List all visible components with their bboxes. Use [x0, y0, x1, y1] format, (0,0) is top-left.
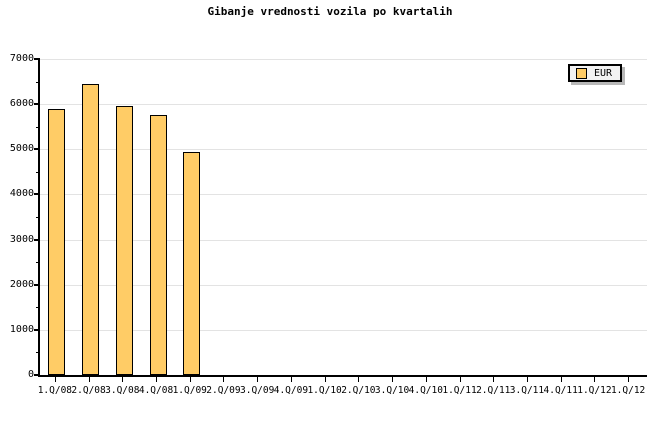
x-axis-tick-label: 2.Q/08 [71, 385, 106, 396]
x-tick [527, 377, 528, 382]
y-axis-tick-label: 2000 [9, 278, 34, 290]
gridline [40, 330, 647, 331]
chart-legend[interactable]: EUR [568, 64, 623, 82]
y-axis-tick-label: 3000 [9, 233, 34, 245]
x-axis-tick-label: 4.Q/10 [408, 385, 443, 396]
y-tick-major [34, 148, 40, 150]
bar [82, 83, 100, 375]
x-axis-tick-label: 3.Q/09 [240, 385, 275, 396]
y-tick-major [34, 103, 40, 105]
x-tick [426, 377, 427, 382]
y-axis-tick-label: 0 [27, 369, 34, 380]
x-tick [190, 377, 191, 382]
y-tick-major [34, 239, 40, 241]
x-axis-tick-label: 4.Q/09 [273, 385, 309, 396]
x-axis-tick-label: 3.Q/11 [509, 385, 545, 396]
gridline [40, 149, 647, 150]
y-axis-tick-label: 4000 [9, 188, 34, 200]
x-tick [628, 377, 629, 382]
y-tick-major [34, 329, 40, 331]
legend-swatch-icon [576, 67, 587, 79]
y-tick-major [34, 58, 40, 60]
x-tick [594, 377, 595, 382]
x-axis-tick-label: 4.Q/11 [543, 385, 578, 396]
x-axis-ticks [38, 377, 645, 383]
y-axis-labels: 0 1000 2000 3000 4000 5000 6000 7000 [0, 0, 34, 440]
gridline [40, 59, 647, 60]
x-tick [291, 377, 292, 382]
gridline [40, 285, 647, 286]
y-tick-minor [36, 352, 40, 353]
y-axis-tick-label: 5000 [9, 143, 34, 155]
legend-entry-label: EUR [594, 67, 613, 79]
x-axis-tick-label: 2.Q/11 [476, 385, 511, 396]
x-tick [156, 377, 157, 382]
x-tick [358, 377, 359, 382]
x-tick [561, 377, 562, 382]
x-axis-tick-label: 3.Q/08 [105, 385, 140, 396]
x-tick [460, 377, 461, 382]
x-axis-tick-label: 1.Q/12 [577, 385, 612, 396]
y-axis-tick-label: 1000 [9, 323, 34, 335]
plot-area [34, 58, 647, 377]
x-axis-tick-label: 1.Q/10 [307, 385, 342, 396]
x-axis-tick-label: 1.Q/09 [172, 385, 207, 396]
x-tick [257, 377, 258, 382]
y-tick-minor [36, 307, 40, 308]
x-tick [493, 377, 494, 382]
x-axis-tick-label: 2.Q/09 [206, 385, 241, 396]
y-tick-major [34, 284, 40, 286]
bar [183, 151, 201, 375]
y-tick-minor [36, 82, 40, 83]
y-tick-minor [36, 262, 40, 263]
x-axis-tick-label: 1.Q/12 [610, 385, 646, 396]
chart-title: Gibanje vrednosti vozila po kvartalih [207, 5, 453, 18]
x-axis-tick-label: 2.Q/10 [341, 385, 376, 396]
y-tick-minor [36, 217, 40, 218]
gridline [40, 240, 647, 241]
y-tick-minor [36, 172, 40, 173]
y-axis-tick-label: 7000 [9, 53, 34, 64]
x-axis-tick-label: 1.Q/08 [37, 385, 73, 396]
y-axis-tick-label: 6000 [9, 98, 34, 110]
x-tick [325, 377, 326, 382]
bar [149, 114, 167, 375]
bar [115, 106, 133, 375]
y-tick-minor [36, 127, 40, 128]
bar [48, 109, 66, 375]
x-tick [392, 377, 393, 382]
x-tick [55, 377, 56, 382]
x-tick [223, 377, 224, 382]
x-axis-tick-label: 3.Q/10 [374, 385, 410, 396]
x-axis-tick-label: 4.Q/08 [138, 385, 174, 396]
x-tick [89, 377, 90, 382]
gridline [40, 194, 647, 195]
x-tick [122, 377, 123, 382]
gridline [40, 104, 647, 105]
y-tick-major [34, 193, 40, 195]
y-tick-major [34, 374, 40, 376]
x-axis-tick-label: 1.Q/11 [442, 385, 477, 396]
x-axis-labels: 1.Q/08 2.Q/08 3.Q/08 4.Q/08 1.Q/09 2.Q/09 3.Q/… [37, 385, 646, 403]
